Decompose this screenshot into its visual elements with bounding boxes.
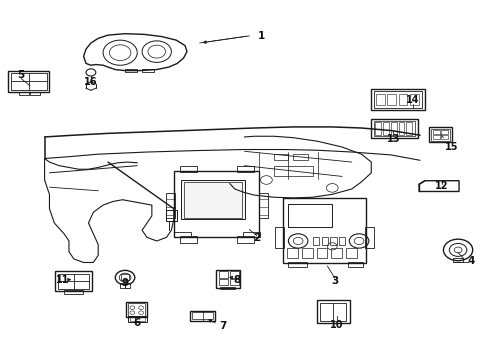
Bar [365, 226, 373, 248]
Text: 7: 7 [219, 321, 226, 331]
Bar [345, 248, 356, 258]
Text: 12: 12 [434, 181, 448, 192]
Bar [11, 73, 46, 90]
Bar [219, 271, 227, 278]
Text: 2: 2 [253, 233, 260, 243]
Bar [375, 94, 384, 105]
Bar [173, 232, 190, 237]
Bar [370, 89, 424, 110]
Bar [374, 122, 380, 135]
Bar [243, 232, 260, 237]
Text: 13: 13 [386, 134, 399, 144]
Bar [302, 248, 312, 258]
Bar [120, 283, 130, 288]
Bar [189, 311, 215, 320]
Bar [430, 129, 449, 140]
Bar [441, 135, 447, 139]
Bar [180, 166, 197, 172]
Bar [373, 121, 414, 136]
Text: 4: 4 [467, 256, 474, 266]
Bar [8, 71, 49, 92]
Bar [128, 303, 145, 316]
Bar [30, 92, 40, 95]
Bar [373, 91, 422, 108]
Bar [406, 122, 411, 135]
Bar [216, 270, 239, 288]
Bar [180, 236, 197, 243]
Circle shape [86, 69, 96, 76]
Bar [126, 302, 147, 317]
Bar [293, 154, 307, 160]
Bar [287, 248, 298, 258]
Bar [274, 226, 283, 248]
Bar [370, 119, 417, 138]
Bar [219, 279, 227, 285]
Bar [432, 135, 439, 139]
Bar [166, 211, 177, 221]
Text: 10: 10 [330, 320, 343, 330]
Bar [181, 180, 244, 220]
Bar [237, 236, 254, 243]
Bar [398, 122, 404, 135]
Text: 9: 9 [121, 278, 128, 288]
Text: 15: 15 [444, 142, 458, 152]
Bar [121, 274, 129, 280]
Bar [19, 92, 29, 95]
Bar [166, 193, 175, 218]
Text: 1: 1 [257, 31, 264, 41]
Bar [398, 94, 407, 105]
Bar [330, 248, 341, 258]
Bar [409, 94, 418, 105]
Bar [428, 127, 451, 142]
Bar [58, 274, 89, 289]
Bar [288, 262, 306, 267]
Bar [142, 69, 154, 72]
Text: 8: 8 [233, 275, 240, 285]
Bar [320, 303, 346, 320]
Bar [312, 237, 319, 244]
Bar [282, 198, 366, 263]
Bar [130, 317, 145, 320]
Bar [316, 301, 349, 323]
Text: 14: 14 [405, 95, 419, 105]
Bar [316, 248, 327, 258]
Bar [183, 182, 242, 218]
Bar [386, 94, 395, 105]
Bar [55, 271, 92, 291]
Bar [237, 166, 254, 172]
Bar [347, 262, 362, 267]
Text: 3: 3 [330, 276, 338, 286]
Bar [321, 237, 327, 244]
Bar [64, 291, 82, 294]
Text: 11: 11 [56, 275, 70, 285]
Bar [390, 122, 396, 135]
Text: 6: 6 [133, 319, 141, 328]
Bar [128, 316, 147, 321]
Bar [452, 258, 462, 262]
Bar [441, 130, 447, 134]
Bar [382, 122, 388, 135]
Bar [173, 171, 259, 237]
Bar [288, 204, 331, 226]
Bar [229, 271, 238, 278]
Bar [229, 279, 238, 285]
Bar [192, 312, 212, 319]
Bar [220, 287, 234, 289]
Text: 5: 5 [18, 70, 25, 80]
Text: 16: 16 [84, 77, 98, 87]
Bar [273, 166, 312, 176]
Bar [338, 237, 345, 244]
Bar [330, 237, 336, 244]
Bar [259, 193, 267, 218]
Bar [432, 130, 439, 134]
Bar [273, 154, 288, 160]
Bar [125, 69, 137, 72]
